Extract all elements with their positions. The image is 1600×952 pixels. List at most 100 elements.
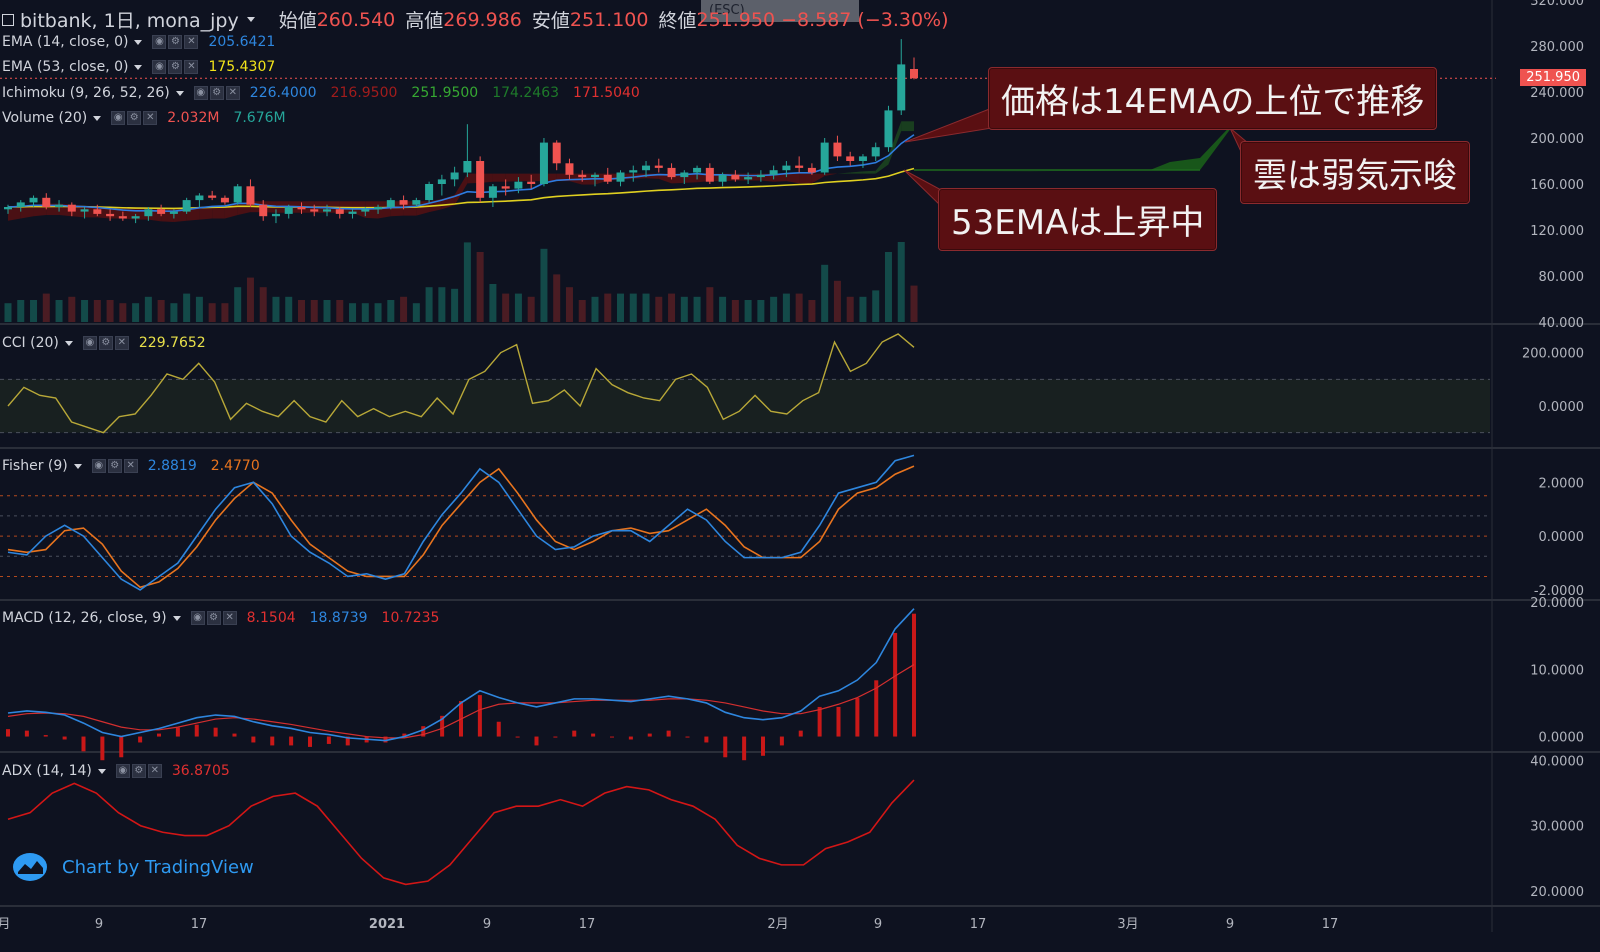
macd-histogram-bar [81,736,86,752]
chevron-down-icon[interactable] [134,39,143,45]
chevron-down-icon[interactable] [97,768,106,774]
macd-histogram-bar [610,736,614,738]
close-label: 終値 [658,10,697,32]
legend-ichimoku-label[interactable]: Ichimoku (9, 26, 52, 26) [2,85,170,101]
gear-icon[interactable]: ⚙ [206,611,221,625]
legend-macd-v1: 8.1504 [246,610,296,626]
candle-body [897,64,906,111]
legend-macd-label[interactable]: MACD (12, 26, close, 9) [2,610,167,626]
y-tick-label: -2.0000 [1534,584,1584,599]
eye-icon[interactable]: ◉ [115,764,130,778]
legend-ema53-label[interactable]: EMA (53, close, 0) [2,59,129,75]
volume-bar [183,293,191,322]
x-tick-label: 2月 [767,917,788,932]
legend-volume-v1: 2.032M [167,110,220,126]
gear-icon[interactable]: ⚙ [127,111,142,125]
volume-bar [81,300,89,322]
volume-bar [565,287,573,322]
volume-bar [540,248,548,322]
candle-body [450,172,459,180]
ichimoku-cloud [850,171,863,174]
volume-bar [642,293,650,322]
gear-icon[interactable]: ⚙ [168,35,183,49]
close-icon[interactable]: ✕ [184,60,199,74]
legend-adx-label[interactable]: ADX (14, 14) [2,763,92,779]
eye-icon[interactable]: ◉ [193,86,208,100]
candle-body [476,161,485,198]
y-tick-label: 0.0000 [1539,400,1585,415]
ichimoku-cloud [811,173,825,184]
eye-icon[interactable]: ◉ [190,611,205,625]
macd-histogram-bar [874,680,879,737]
eye-icon[interactable]: ◉ [152,60,167,74]
annotation-cloud-bearish[interactable]: 雲は弱気示唆 [1240,141,1470,204]
chevron-down-icon[interactable] [175,90,184,96]
x-tick-label: 9 [874,917,882,932]
macd-histogram-bar [119,736,124,758]
volume-bar [782,293,790,322]
tradingview-watermark[interactable]: Chart by TradingView [12,852,254,882]
close-icon[interactable]: ✕ [143,111,158,125]
change-value: −8.587 (−3.30%) [781,8,949,31]
collapse-icon[interactable] [2,13,14,26]
legend-controls: ◉ ⚙ ✕ [152,60,199,74]
candle-body [718,174,727,182]
volume-bar [170,303,178,322]
chevron-down-icon[interactable] [64,340,73,346]
legend-ichimoku-v1: 226.4000 [249,85,317,101]
macd-histogram-bar [175,727,180,737]
x-tick-label: 月 [0,917,11,932]
volume-bar [872,290,880,322]
volume-bar [655,296,663,322]
legend-macd: MACD (12, 26, close, 9) ◉ ⚙ ✕ 8.1504 18.87… [2,610,453,626]
ichimoku-cloud [199,207,213,220]
volume-bar [604,293,612,322]
chevron-down-icon[interactable] [246,17,255,22]
symbol-title[interactable]: bitbank, 1日, mona_jpy [20,10,239,32]
volume-bar [451,288,459,322]
close-icon[interactable]: ✕ [222,611,237,625]
gear-icon[interactable]: ⚙ [168,60,183,74]
eye-icon[interactable]: ◉ [82,336,97,350]
legend-ema14-label[interactable]: EMA (14, close, 0) [2,34,129,50]
macd-histogram-bar [24,730,29,737]
chevron-down-icon[interactable] [134,64,143,70]
candle-body [259,204,268,217]
esc-hint: (ESC) [701,0,859,22]
chevron-down-icon[interactable] [93,115,102,121]
chevron-down-icon[interactable] [73,463,82,469]
close-icon[interactable]: ✕ [225,86,240,100]
close-icon[interactable]: ✕ [147,764,162,778]
close-icon[interactable]: ✕ [123,459,138,473]
annotation-ema53-rising[interactable]: 53EMAは上昇中 [938,188,1218,251]
candle-body [361,209,370,212]
legend-adx: ADX (14, 14) ◉ ⚙ ✕ 36.8705 [2,763,244,779]
legend-volume-label[interactable]: Volume (20) [2,110,88,126]
legend-cci-label[interactable]: CCI (20) [2,335,59,351]
eye-icon[interactable]: ◉ [91,459,106,473]
ichimoku-cloud [862,170,876,174]
candle-body [80,209,89,212]
close-icon[interactable]: ✕ [184,35,199,49]
chevron-down-icon[interactable] [172,615,181,621]
gear-icon[interactable]: ⚙ [107,459,122,473]
candle-body [769,170,778,175]
volume-bar [246,277,254,322]
volume-bar [795,293,803,322]
legend-fisher-label[interactable]: Fisher (9) [2,458,68,474]
legend-ichimoku-v3: 251.9500 [411,85,479,101]
eye-icon[interactable]: ◉ [152,35,167,49]
annotation-price-above-ema14[interactable]: 価格は14EMAの上位で推移 [988,67,1438,130]
eye-icon[interactable]: ◉ [111,111,126,125]
candle-body [552,142,561,164]
volume-bar [514,293,522,322]
gear-icon[interactable]: ⚙ [209,86,224,100]
volume-bar [361,303,369,322]
gear-icon[interactable]: ⚙ [98,336,113,350]
close-icon[interactable]: ✕ [114,336,129,350]
volume-bar [285,296,293,322]
gear-icon[interactable]: ⚙ [131,764,146,778]
volume-bar [272,296,280,322]
candle-body [539,142,548,184]
